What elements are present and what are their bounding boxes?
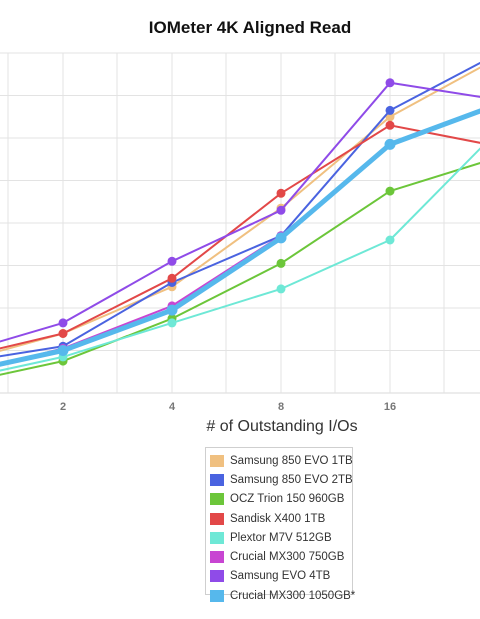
x-tick-label: 8 — [278, 401, 284, 413]
legend-label: Sandisk X400 1TB — [230, 512, 326, 525]
x-tick-label: 2 — [60, 401, 66, 413]
series-samsung-850-evo-2tb — [0, 61, 480, 358]
data-point[interactable] — [167, 273, 177, 283]
legend-item[interactable]: Samsung 850 EVO 2TB — [210, 470, 353, 489]
legend-item[interactable]: Sandisk X400 1TB — [210, 509, 352, 528]
legend-label: Samsung 850 EVO 2TB — [230, 473, 353, 486]
x-tick-label: 4 — [169, 401, 176, 413]
series-line — [0, 61, 480, 358]
data-point[interactable] — [276, 258, 286, 268]
data-point[interactable] — [385, 120, 395, 130]
series-line — [0, 109, 480, 366]
data-point[interactable] — [385, 186, 395, 196]
series-line — [0, 108, 480, 367]
legend: Samsung 850 EVO 1TB Samsung 850 EVO 2TB OC… — [205, 447, 355, 602]
chart-title: IOMeter 4K Aligned Read — [148, 18, 352, 37]
legend-label: Plextor M7V 512GB — [230, 531, 332, 544]
legend-item[interactable]: OCZ Trion 150 960GB — [210, 490, 352, 509]
series-crucial-mx300-750gb — [0, 109, 480, 366]
legend-swatch — [210, 589, 224, 602]
legend-item[interactable]: Plextor M7V 512GB — [210, 528, 352, 547]
series-sandisk-x400-1tb — [0, 120, 480, 350]
data-point[interactable] — [58, 318, 68, 328]
data-point[interactable] — [57, 345, 69, 356]
x-tick-label: 16 — [384, 401, 396, 413]
series-samsung-evo-4tb — [0, 78, 480, 343]
legend-swatch — [210, 473, 224, 486]
legend-swatch — [210, 454, 224, 467]
legend-swatch — [210, 570, 224, 583]
data-point[interactable] — [385, 78, 395, 88]
legend-label: Samsung 850 EVO 1TB — [230, 454, 353, 467]
legend-item[interactable]: Crucial MX300 750GB — [210, 547, 352, 566]
data-point[interactable] — [276, 205, 286, 215]
legend-label: Crucial MX300 1050GB* — [230, 589, 356, 602]
data-point[interactable] — [385, 112, 395, 122]
legend-label: Samsung EVO 4TB — [230, 570, 331, 583]
data-point[interactable] — [167, 318, 177, 328]
data-point[interactable] — [276, 284, 286, 294]
data-point[interactable] — [58, 329, 68, 338]
data-point[interactable] — [276, 188, 286, 198]
data-point[interactable] — [385, 235, 395, 245]
series-line — [0, 81, 480, 343]
x-axis-ticks: 2 4 8 16 — [60, 401, 396, 413]
x-axis-label: # of Outstanding I/Os — [206, 418, 358, 435]
series-crucial-mx300-1050gb — [0, 108, 480, 367]
legend-swatch — [210, 512, 224, 525]
series-line — [0, 124, 480, 350]
series-line — [0, 147, 480, 372]
legend-label: Crucial MX300 750GB — [230, 551, 345, 564]
legend-item[interactable]: Crucial MX300 1050GB* — [210, 586, 356, 605]
legend-item[interactable]: Samsung EVO 4TB — [210, 567, 352, 586]
legend-label: OCZ Trion 150 960GB — [230, 493, 345, 506]
legend-swatch — [210, 551, 224, 564]
data-point[interactable] — [384, 138, 396, 150]
data-point[interactable] — [385, 105, 395, 115]
data-point[interactable] — [166, 304, 178, 316]
series-line — [0, 161, 480, 376]
legend-swatch — [210, 531, 224, 544]
legend-swatch — [210, 493, 224, 506]
data-point[interactable] — [275, 232, 287, 244]
legend-item[interactable]: Samsung 850 EVO 1TB — [210, 451, 353, 470]
data-point[interactable] — [167, 256, 177, 266]
series-layer — [0, 61, 480, 376]
